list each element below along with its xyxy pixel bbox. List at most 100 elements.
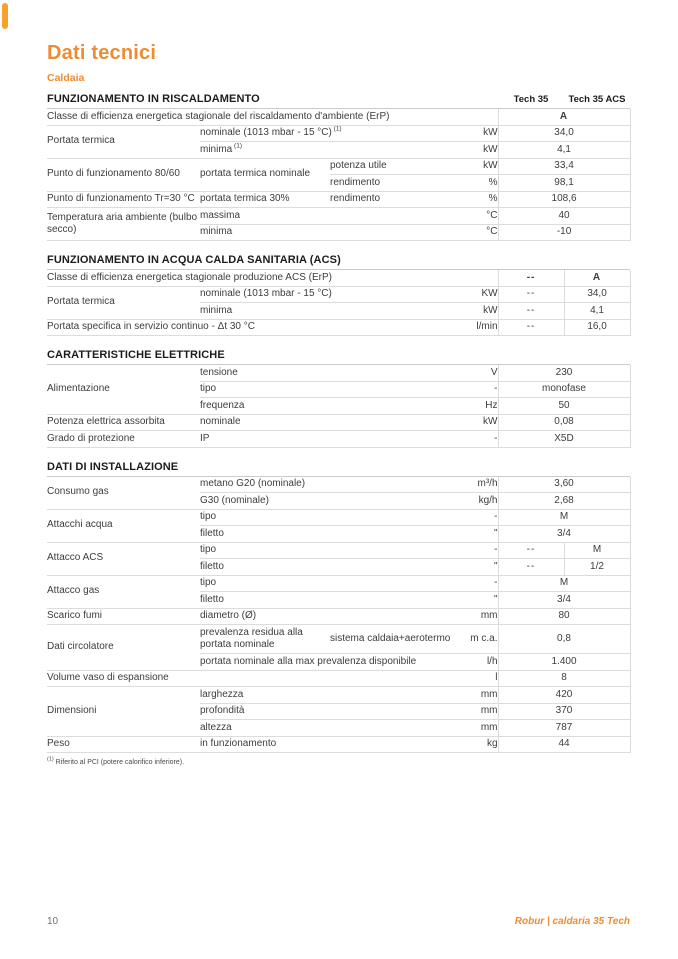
table-row: Portata specifica in servizio continuo -… bbox=[47, 319, 631, 336]
page-subtitle: Caldaia bbox=[47, 72, 85, 84]
label-cell: Attacchi acqua bbox=[47, 509, 200, 543]
erp-class-label: Classe di efficienza energetica stagiona… bbox=[47, 109, 499, 126]
sublabel-cell: portata termica nominale bbox=[200, 158, 330, 192]
table-row: Consumo gas metano G20 (nominale) m³/h 3,60 bbox=[47, 476, 631, 510]
label-cell: Portata termica bbox=[47, 125, 200, 159]
table-row: minima (1) kW 4,1 bbox=[47, 141, 631, 159]
sublabel-cell: diametro (Ø) bbox=[200, 608, 440, 625]
label-cell: Scarico fumi bbox=[47, 608, 200, 625]
unit-cell: KW bbox=[440, 286, 499, 303]
sublabel-cell: portata termica 30% bbox=[200, 191, 330, 208]
value-cell: 2,68 bbox=[497, 492, 631, 510]
value-cell-empty: -- bbox=[497, 542, 564, 559]
sublabel-cell: tipo bbox=[200, 509, 440, 526]
footnote: (1) Riferito al PCI (potere calorifico i… bbox=[47, 756, 630, 766]
table-row: Peso in funzionamento kg 44 bbox=[47, 736, 631, 753]
page-number: 10 bbox=[47, 916, 59, 927]
value-cell: 16,0 bbox=[563, 319, 631, 336]
value-cell: 50 bbox=[497, 397, 631, 415]
value-cell: 230 bbox=[497, 365, 631, 382]
table-row: filetto " -- 1/2 bbox=[47, 558, 631, 576]
label-cell: Dati circolatore bbox=[47, 624, 200, 671]
page-title: Dati tecnici bbox=[47, 42, 157, 64]
sublabel-cell: filetto bbox=[200, 558, 440, 576]
table-row: Classe di efficienza energetica stagiona… bbox=[47, 270, 631, 287]
value-cell: 3/4 bbox=[497, 525, 631, 543]
label-cell: Portata termica bbox=[47, 286, 200, 320]
unit-cell: kW bbox=[440, 302, 499, 320]
sublabel-cell: sistema caldaia+aerotermo bbox=[330, 624, 450, 654]
sublabel-cell: massima bbox=[200, 207, 440, 225]
unit-cell: mm bbox=[440, 703, 498, 720]
value-cell: 787 bbox=[497, 719, 631, 737]
table-row: G30 (nominale) kg/h 2,68 bbox=[47, 492, 631, 510]
sublabel-cell: altezza bbox=[200, 719, 440, 737]
table-row: portata nominale alla max prevalenza dis… bbox=[47, 653, 631, 671]
sublabel-cell: minima bbox=[200, 224, 440, 241]
value-cell: 3/4 bbox=[497, 591, 631, 609]
unit-cell: - bbox=[440, 381, 498, 398]
value-cell: M bbox=[563, 542, 631, 559]
spec-table: Classe di efficienza energetica stagiona… bbox=[47, 109, 631, 241]
table-row: filetto " 3/4 bbox=[47, 591, 631, 609]
unit-cell: mm bbox=[440, 686, 498, 704]
sublabel-cell: in funzionamento bbox=[200, 736, 440, 753]
value-cell: 8 bbox=[497, 670, 631, 687]
sublabel-cell: nominale (1013 mbar - 15 °C) (1) bbox=[200, 125, 440, 142]
table-row: minima °C -10 bbox=[47, 224, 631, 241]
sublabel-cell: nominale bbox=[200, 414, 440, 431]
table-row: profondità mm 370 bbox=[47, 703, 631, 720]
sublabel-cell: tipo bbox=[200, 381, 440, 398]
label-cell: Consumo gas bbox=[47, 476, 200, 510]
unit-cell: kW bbox=[440, 158, 499, 175]
page-footer: 10 Robur | caldaria 35 Tech bbox=[47, 916, 630, 927]
table-row: filetto " 3/4 bbox=[47, 525, 631, 543]
value-cell: 108,6 bbox=[497, 191, 631, 208]
unit-cell: - bbox=[440, 430, 498, 448]
value-cell: X5D bbox=[497, 430, 631, 448]
footnote-reference: (1) bbox=[331, 125, 342, 133]
table-row: tipo - monofase bbox=[47, 381, 631, 398]
value-cell: M bbox=[497, 575, 631, 592]
value-cell: 3,60 bbox=[497, 476, 631, 493]
value-cell: 34,0 bbox=[497, 125, 631, 142]
value-cell: 1/2 bbox=[563, 558, 631, 576]
value-cell: 34,0 bbox=[563, 286, 631, 303]
unit-cell: kW bbox=[440, 125, 499, 142]
value-cell: 0,08 bbox=[497, 414, 631, 431]
unit-cell: " bbox=[440, 591, 498, 609]
table-row: Attacchi acqua tipo - M bbox=[47, 509, 631, 543]
label-cell: Punto di funzionamento 80/60 bbox=[47, 158, 200, 192]
unit-cell: l/h bbox=[440, 653, 498, 671]
value-cell: 80 bbox=[497, 608, 631, 625]
sublabel-cell: frequenza bbox=[200, 397, 440, 415]
label-cell: Alimentazione bbox=[47, 365, 200, 415]
unit-cell: kg bbox=[440, 736, 498, 753]
value-cell: 420 bbox=[497, 686, 631, 704]
unit-cell: % bbox=[440, 174, 499, 192]
unit-cell: mm bbox=[440, 719, 498, 737]
sublabel-cell: minima bbox=[200, 302, 440, 320]
table-row: Classe di efficienza energetica stagiona… bbox=[47, 109, 631, 126]
unit-cell: - bbox=[440, 509, 498, 526]
label-cell: Potenza elettrica assorbita bbox=[47, 414, 200, 431]
value-cell: M bbox=[497, 509, 631, 526]
unit-cell: mm bbox=[440, 608, 498, 625]
spec-table: Consumo gas metano G20 (nominale) m³/h 3,60… bbox=[47, 476, 631, 754]
value-cell-empty: -- bbox=[497, 286, 565, 303]
value-cell: 0,8 bbox=[497, 624, 631, 654]
unit-cell: °C bbox=[440, 207, 499, 225]
unit-cell: " bbox=[440, 558, 498, 576]
spec-table: Alimentazione tensione V 230 tipo - monofase fr… bbox=[47, 365, 631, 448]
sublabel-cell: filetto bbox=[200, 525, 440, 543]
erp-class-label: Classe di efficienza energetica stagiona… bbox=[47, 270, 499, 287]
table-row: Alimentazione tensione V 230 bbox=[47, 365, 631, 415]
table-row: Temperatura aria ambiente (bulbo secco) m… bbox=[47, 207, 631, 241]
label-cell: Attacco gas bbox=[47, 575, 200, 609]
section-header: FUNZIONAMENTO IN ACQUA CALDA SANITARIA (… bbox=[47, 254, 630, 270]
sublabel-cell: G30 (nominale) bbox=[200, 492, 440, 510]
footnote-marker: (1) bbox=[47, 756, 54, 763]
value-cell-empty: -- bbox=[497, 558, 564, 576]
page-content: Dati tecnici Caldaia FUNZIONAMENTO IN RI… bbox=[47, 0, 631, 766]
section-header: CARATTERISTICHE ELETTRICHE bbox=[47, 349, 630, 365]
